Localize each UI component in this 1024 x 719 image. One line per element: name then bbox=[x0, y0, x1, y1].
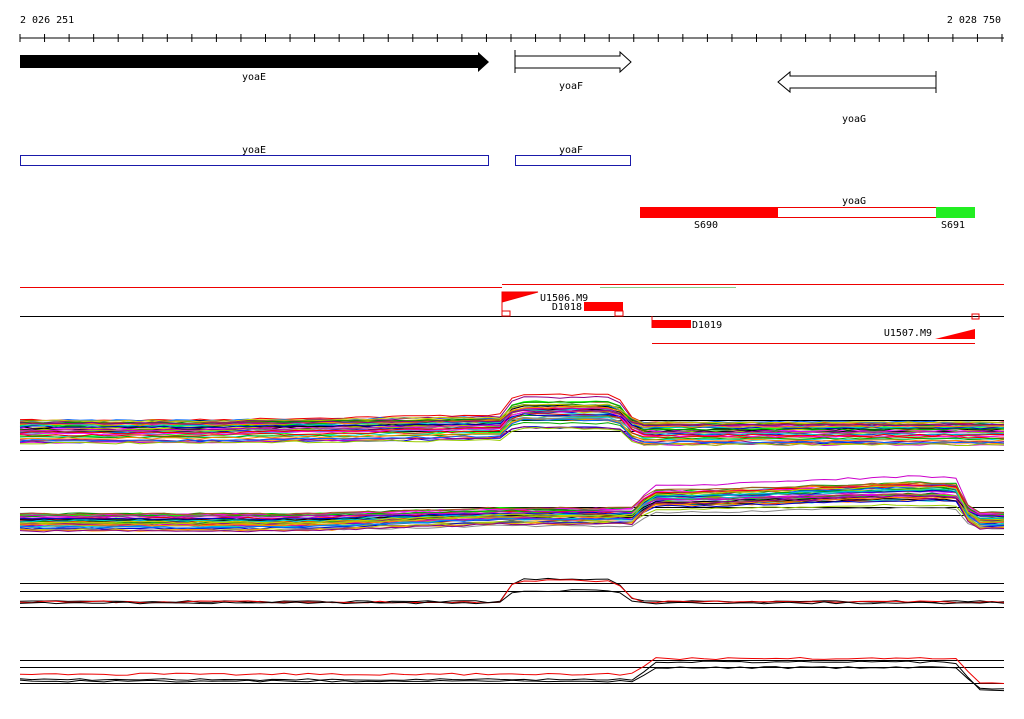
transcript-end bbox=[614, 310, 624, 317]
cds-box bbox=[20, 155, 489, 166]
expression-line bbox=[19, 404, 1005, 434]
expression-line bbox=[19, 499, 1005, 530]
cds-label: yoaE bbox=[242, 145, 266, 156]
expression-line bbox=[19, 481, 1005, 516]
expression-line bbox=[19, 421, 1005, 441]
expression-line bbox=[19, 403, 1005, 425]
axis-end: 2 028 750 bbox=[947, 15, 1001, 26]
expression-line bbox=[19, 484, 1005, 520]
expression-line bbox=[19, 409, 1005, 427]
expression-line bbox=[19, 413, 1005, 430]
expression-line bbox=[19, 577, 1005, 604]
transcript-end bbox=[501, 310, 511, 317]
expression-line bbox=[19, 660, 1005, 692]
gene-label: yoaF bbox=[559, 81, 583, 92]
expression-line bbox=[19, 485, 1005, 529]
expression-line bbox=[19, 418, 1005, 445]
segment bbox=[640, 207, 778, 218]
expression-line bbox=[19, 485, 1005, 524]
segment-label: S690 bbox=[694, 220, 718, 231]
axis-start: 2 026 251 bbox=[20, 15, 74, 26]
gene-label: yoaE bbox=[242, 72, 266, 83]
transcript-end bbox=[971, 313, 980, 320]
expression-line bbox=[19, 494, 1005, 533]
transcript-label: U1507.M9 bbox=[884, 328, 932, 339]
axis-ticks bbox=[19, 34, 1003, 42]
transcript-label: D1018 bbox=[552, 302, 582, 313]
operon-label: yoaG bbox=[842, 196, 866, 207]
gene-arrow bbox=[777, 70, 937, 94]
expression-line bbox=[19, 400, 1005, 431]
gene-arrow bbox=[514, 50, 632, 74]
expression-line bbox=[19, 496, 1005, 532]
gene-arrow bbox=[20, 52, 489, 72]
segment-label: S691 bbox=[941, 220, 965, 231]
transcript bbox=[584, 302, 623, 311]
segment bbox=[936, 207, 975, 218]
transcript-label: U1506.M9 bbox=[540, 293, 588, 304]
expression-line bbox=[19, 426, 1005, 446]
expression-line bbox=[19, 417, 1005, 442]
transcript-label: D1019 bbox=[692, 320, 722, 331]
gene-label: yoaG bbox=[842, 114, 866, 125]
cds-box bbox=[515, 155, 631, 166]
expression-line bbox=[19, 666, 1005, 690]
expression-line bbox=[19, 656, 1005, 684]
expression-line bbox=[19, 579, 1005, 604]
expression-tracks bbox=[19, 393, 1005, 692]
cds-label: yoaF bbox=[559, 145, 583, 156]
transcript bbox=[652, 320, 691, 328]
expression-line bbox=[19, 589, 1005, 605]
transcript bbox=[501, 291, 539, 316]
transcript bbox=[935, 329, 975, 339]
